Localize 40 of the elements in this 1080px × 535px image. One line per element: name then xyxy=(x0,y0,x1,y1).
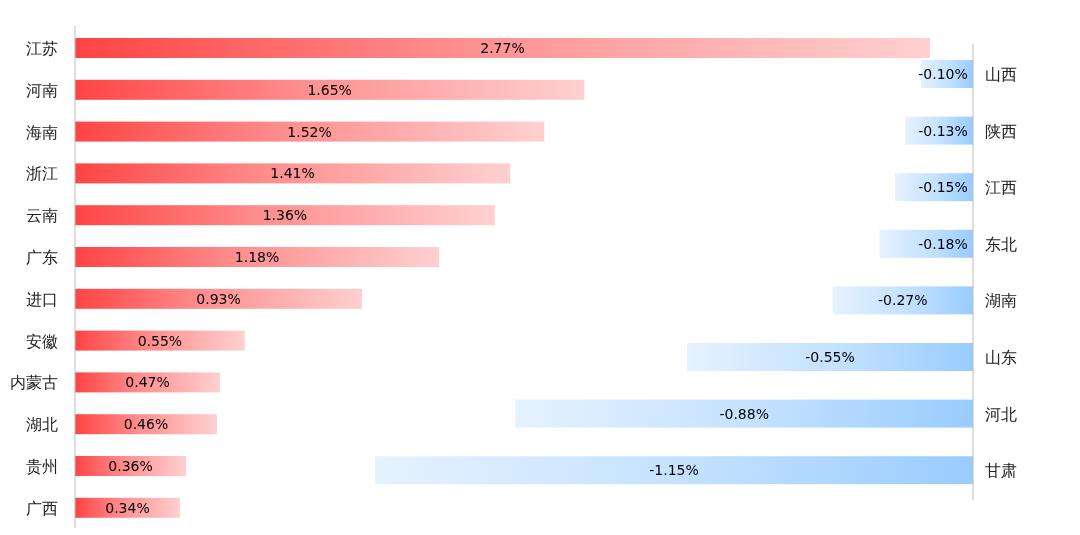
y-tick-label: 江西 xyxy=(985,178,1017,198)
y-tick-label: 河南 xyxy=(26,80,58,100)
data-label: -0.10% xyxy=(918,66,968,82)
data-label: 0.36% xyxy=(108,458,153,474)
data-label: -0.55% xyxy=(805,349,855,365)
data-label: 1.36% xyxy=(262,207,308,224)
y-tick-label: 进口 xyxy=(26,289,58,309)
data-label: -0.18% xyxy=(918,235,968,252)
y-tick-label: 甘肃 xyxy=(985,461,1017,481)
y-tick-label: 海南 xyxy=(26,122,58,142)
data-label: -0.88% xyxy=(719,405,769,422)
data-label: 1.18% xyxy=(234,249,280,265)
y-tick-label: 山东 xyxy=(985,348,1017,367)
data-label: 1.52% xyxy=(287,123,332,140)
y-tick-label: 东北 xyxy=(985,234,1017,254)
y-tick-label: 云南 xyxy=(26,206,58,226)
y-tick-label: 山西 xyxy=(985,65,1017,84)
y-tick-label: 湖南 xyxy=(985,291,1017,311)
data-label: -0.13% xyxy=(918,122,968,139)
y-tick-label: 安徽 xyxy=(26,331,58,351)
data-label: 0.34% xyxy=(105,499,150,516)
data-label: -1.15% xyxy=(649,462,699,479)
data-label: 1.65% xyxy=(307,81,352,98)
y-tick-label: 贵州 xyxy=(26,457,58,476)
y-tick-label: 湖北 xyxy=(26,415,58,435)
y-tick-label: 陕西 xyxy=(985,121,1017,141)
data-label: 0.55% xyxy=(137,332,183,349)
data-label: 2.77% xyxy=(480,40,525,56)
data-label: 0.46% xyxy=(123,416,169,433)
data-label: 0.47% xyxy=(125,374,170,391)
data-label: 1.41% xyxy=(270,165,315,182)
data-label: -0.15% xyxy=(918,179,968,196)
y-tick-label: 内蒙古 xyxy=(10,373,58,393)
data-label: -0.27% xyxy=(878,292,928,309)
y-tick-label: 浙江 xyxy=(26,164,58,184)
data-label: 0.93% xyxy=(196,290,241,307)
y-tick-label: 江苏 xyxy=(26,39,58,58)
y-tick-label: 广西 xyxy=(26,498,58,518)
y-tick-label: 广东 xyxy=(26,248,58,267)
y-tick-label: 河北 xyxy=(985,404,1017,424)
